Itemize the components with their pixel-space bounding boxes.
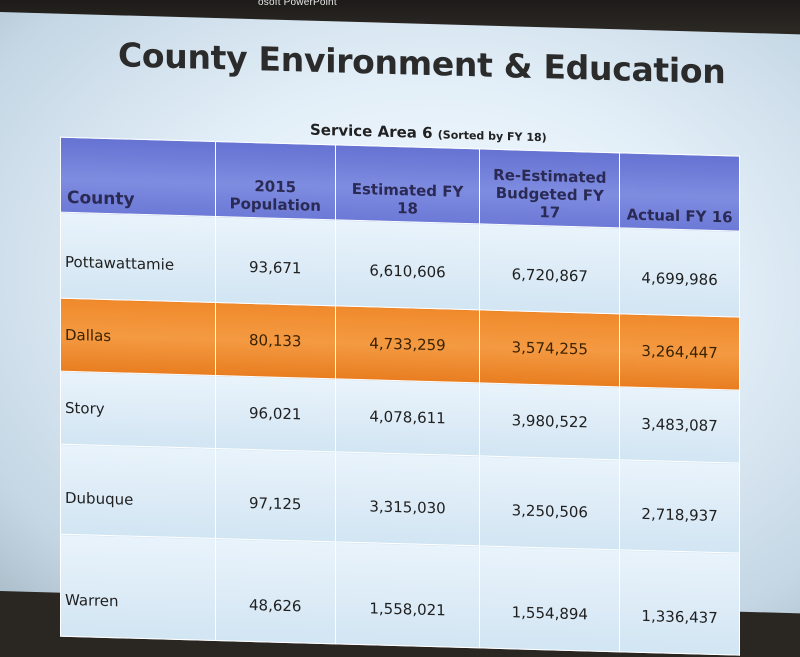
header-actual-fy16: Actual FY 16 [619,152,740,232]
header-estimated-fy18: Estimated FY 18 [335,144,480,224]
header-population-line1: 2015 [254,177,297,197]
cell-estimated-fy18: 4,078,611 [335,378,480,456]
cell-county: Pottawattamie [60,212,216,303]
county-data-table: County 2015 Population Estimated FY 18 R… [60,137,740,656]
cell-population: 48,626 [215,538,336,644]
cell-reestimated-fy17: 6,720,867 [479,223,620,314]
cell-reestimated-fy17: 1,554,894 [479,545,620,652]
cell-county: Dallas [60,298,216,376]
header-county: County [60,137,216,217]
app-title-label: osoft PowerPoint [258,0,337,8]
cell-population: 96,021 [215,375,336,452]
cell-reestimated-fy17: 3,574,255 [479,309,620,387]
table-subtitle: Service Area 6 (Sorted by FY 18) [310,121,547,146]
cell-population: 80,133 [215,302,336,379]
cell-actual-fy16: 1,336,437 [619,549,740,656]
cell-population: 93,671 [215,216,336,306]
cell-reestimated-fy17: 3,250,506 [479,455,620,550]
subtitle-main: Service Area 6 [310,120,433,143]
slide-title: County Environment & Education [118,35,726,92]
cell-estimated-fy18: 3,315,030 [335,451,480,546]
header-reestimated-line2: Budgeted FY 17 [495,183,604,222]
header-reestimated-fy17: Re-Estimated Budgeted FY 17 [479,148,620,228]
cell-reestimated-fy17: 3,980,522 [479,382,620,460]
cell-actual-fy16: 3,264,447 [619,313,740,391]
cell-county: Dubuque [60,444,216,539]
cell-population: 97,125 [215,448,336,542]
cell-estimated-fy18: 6,610,606 [335,219,480,310]
cell-actual-fy16: 4,699,986 [619,227,740,318]
cell-actual-fy16: 3,483,087 [619,386,740,464]
cell-estimated-fy18: 4,733,259 [335,305,480,383]
header-population: 2015 Population [215,141,336,220]
header-population-line2: Population [229,194,321,215]
presentation-slide: County Environment & Education Service A… [0,12,800,656]
cell-county: Warren [60,534,216,641]
table-row: Warren 48,626 1,558,021 1,554,894 1,336,… [60,534,740,656]
cell-estimated-fy18: 1,558,021 [335,541,480,648]
cell-actual-fy16: 2,718,937 [619,459,740,554]
subtitle-note: (Sorted by FY 18) [437,128,547,145]
cell-county: Story [60,371,216,449]
